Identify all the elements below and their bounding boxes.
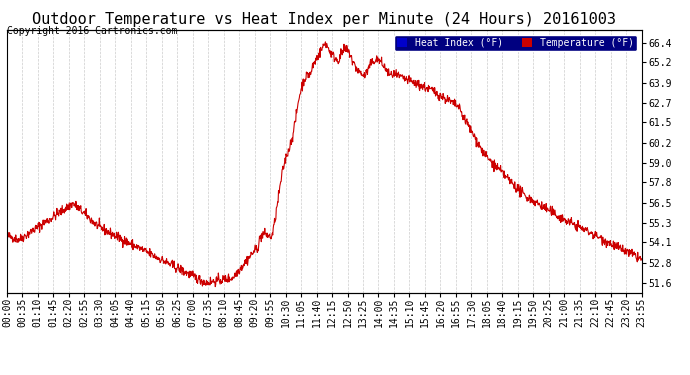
Text: Copyright 2016 Cartronics.com: Copyright 2016 Cartronics.com: [7, 26, 177, 36]
Legend: Heat Index (°F), Temperature (°F): Heat Index (°F), Temperature (°F): [395, 35, 637, 51]
Title: Outdoor Temperature vs Heat Index per Minute (24 Hours) 20161003: Outdoor Temperature vs Heat Index per Mi…: [32, 12, 616, 27]
